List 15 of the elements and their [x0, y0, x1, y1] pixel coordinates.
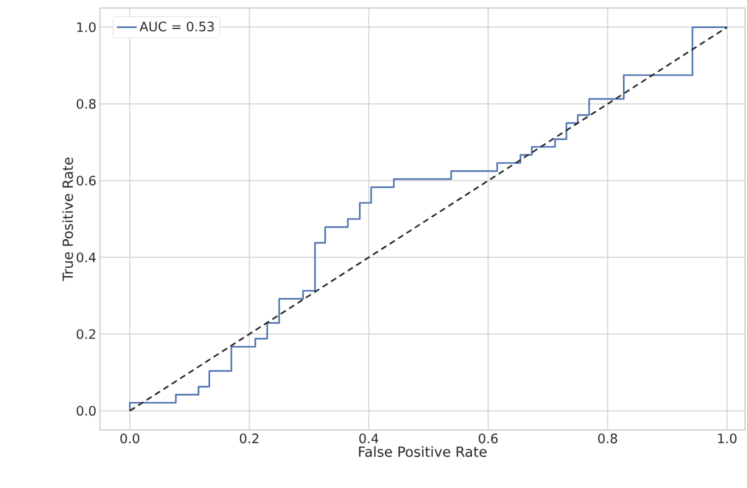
x-axis-title: False Positive Rate: [359, 446, 487, 457]
x-tick-label: 1.0: [718, 434, 737, 444]
x-tick-label: 0.8: [598, 434, 618, 444]
legend-label: AUC = 0.53: [140, 22, 214, 32]
x-tick-label: 0.0: [120, 434, 140, 444]
x-tick-label: 0.2: [240, 434, 258, 444]
y-axis-title: True Positive Rate: [62, 158, 74, 282]
y-tick-label: 0.6: [76, 176, 96, 186]
x-tick-label: 0.6: [478, 434, 498, 444]
y-tick-label: 1.0: [77, 22, 96, 32]
x-tick-label: 0.4: [359, 434, 378, 444]
y-tick-label: 0.0: [76, 406, 96, 416]
y-tick-label: 0.2: [76, 329, 96, 339]
y-tick-label: 0.8: [76, 99, 96, 109]
y-tick-label: 0.4: [76, 252, 96, 262]
